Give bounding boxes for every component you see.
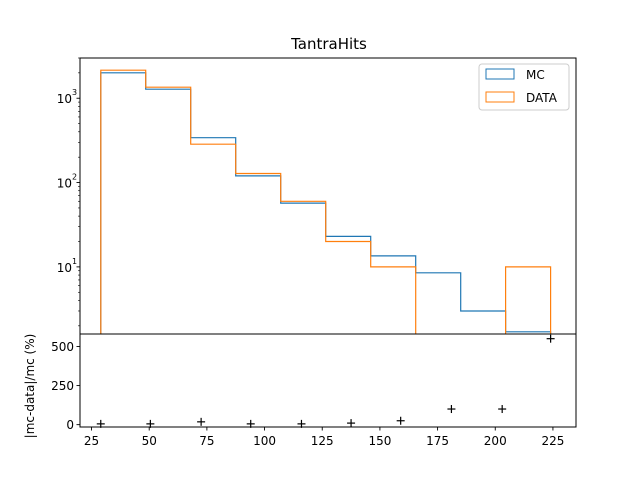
ratio-x-tick-label: 200	[484, 434, 507, 448]
ratio-x-tick-label: 175	[426, 434, 449, 448]
ratio-point	[197, 417, 206, 426]
histogram-series-group	[100, 69, 552, 334]
histogram-y-tick-exponent: 1	[72, 257, 77, 266]
ratio-x-tick-label: 100	[253, 434, 276, 448]
ratio-y-tick-label: 500	[51, 340, 74, 354]
ratio-y-axis-label: |mc-data|/mc (%)	[23, 334, 37, 439]
ratio-x-tick-label: 50	[142, 434, 157, 448]
legend: MC DATA	[478, 63, 570, 111]
legend-swatch-data	[485, 91, 515, 103]
ratio-panel: 0 250 500 25 50 75 100 125 150 175 200 225 |mc-dat…	[23, 333, 577, 448]
ratio-point	[447, 405, 456, 414]
ratio-x-tick-label: 75	[199, 434, 214, 448]
ratio-y-tick-label: 0	[66, 418, 74, 432]
ratio-frame	[79, 333, 577, 428]
legend-swatch-mc	[485, 68, 515, 80]
histogram-y-tick-exponent: 2	[72, 173, 77, 182]
histogram-y-tick-label: 10	[57, 177, 72, 191]
ratio-x-tick-label: 225	[541, 434, 564, 448]
legend-label-mc: MC	[526, 68, 545, 82]
ratio-y-tick-label: 250	[51, 379, 74, 393]
ratio-x-tick-label: 150	[368, 434, 391, 448]
chart-title: TantraHits	[290, 35, 367, 53]
ratio-point	[546, 334, 555, 343]
ratio-point	[347, 419, 356, 428]
legend-box	[478, 63, 570, 111]
ratio-x-tick-label: 125	[311, 434, 334, 448]
ratio-point	[498, 405, 507, 414]
histogram-series-data	[100, 69, 552, 334]
ratio-point	[396, 416, 405, 425]
histogram-y-tick-label: 10	[57, 261, 72, 275]
ratio-y-ticks: 0 250 500	[51, 340, 80, 432]
histogram-y-tick-label: 10	[57, 92, 72, 106]
histogram-y-tick-exponent: 3	[72, 88, 77, 97]
ratio-x-tick-label: 25	[84, 434, 99, 448]
legend-label-data: DATA	[526, 91, 558, 105]
ratio-x-ticks: 25 50 75 100 125 150 175 200 225	[84, 427, 564, 448]
